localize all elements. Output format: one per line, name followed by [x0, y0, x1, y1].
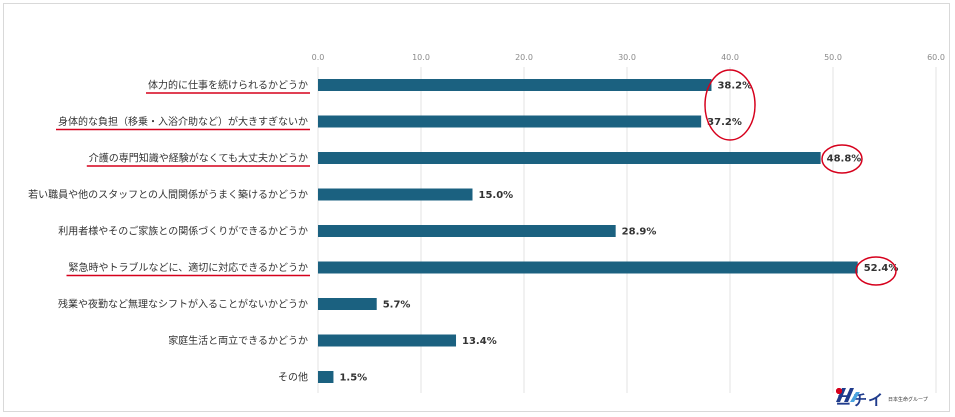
- category-label: 緊急時やトラブルなどに、適切に対応できるかどうか: [69, 261, 309, 274]
- category-labels: 体力的に仕事を続けられるかどうか身体的な負担（移乗・入浴介助など）が大きすぎない…: [28, 79, 310, 384]
- bar: [318, 334, 457, 347]
- data-label: 1.5%: [339, 373, 367, 384]
- category-label: 家庭生活と両立できるかどうか: [168, 334, 308, 347]
- category-label: 残業や夜勤など無理なシフトが入ることがないかどうか: [58, 298, 308, 311]
- data-label: 15.0%: [479, 190, 514, 201]
- data-label: 5.7%: [383, 300, 411, 311]
- x-tick-label: 30.0: [618, 53, 636, 62]
- data-label: 38.2%: [717, 81, 752, 92]
- category-label: 体力的に仕事を続けられるかどうか: [148, 79, 308, 92]
- x-tick-label: 50.0: [824, 53, 842, 62]
- category-label: 身体的な負担（移乗・入浴介助など）が大きすぎないか: [58, 115, 308, 128]
- company-logo: ニチイ 日本生命グループ: [836, 388, 928, 410]
- bar: [318, 115, 702, 128]
- data-label: 37.2%: [707, 117, 742, 128]
- x-tick-label: 40.0: [721, 53, 739, 62]
- highlight-circle-2: [821, 144, 863, 174]
- category-label: その他: [278, 371, 308, 384]
- highlight-annotations: [704, 69, 897, 286]
- highlight-circle-1: [704, 69, 756, 141]
- logo-subtext: 日本生命グループ: [888, 396, 928, 403]
- bar: [318, 298, 377, 310]
- data-label: 52.4%: [864, 263, 899, 274]
- bar: [318, 188, 473, 201]
- nichii-logo-icon: [836, 388, 860, 402]
- data-label: 13.4%: [462, 336, 497, 347]
- highlight-circle-3: [855, 256, 897, 286]
- category-label: 介護の専門知識や経験がなくても大丈夫かどうか: [89, 152, 308, 165]
- x-tick-label: 10.0: [412, 53, 430, 62]
- bar: [318, 152, 821, 164]
- bar: [318, 79, 712, 91]
- bar: [318, 225, 616, 237]
- x-tick-label: 20.0: [515, 53, 533, 62]
- nissay-mark-icon: [836, 388, 842, 394]
- data-label: 28.9%: [622, 227, 657, 238]
- bar: [318, 261, 858, 274]
- x-tick-label: 0.0: [312, 53, 325, 62]
- data-label: 48.8%: [827, 154, 862, 165]
- bars: [318, 79, 858, 383]
- x-tick-labels: 0.0 10.0 20.0 30.0 40.0 50.0 60.0: [312, 53, 945, 62]
- chart-frame: [3, 3, 950, 412]
- data-labels: 38.2% 37.2% 48.8% 15.0% 28.9% 52.4% 5.7% 13.4% 1…: [339, 81, 898, 384]
- bar: [318, 371, 334, 383]
- category-label: 若い職員や他のスタッフとの人間関係がうまく築けるかどうか: [28, 188, 308, 201]
- x-tick-label: 60.0: [927, 53, 945, 62]
- category-label: 利用者様やそのご家族との関係づくりができるかどうか: [58, 225, 308, 238]
